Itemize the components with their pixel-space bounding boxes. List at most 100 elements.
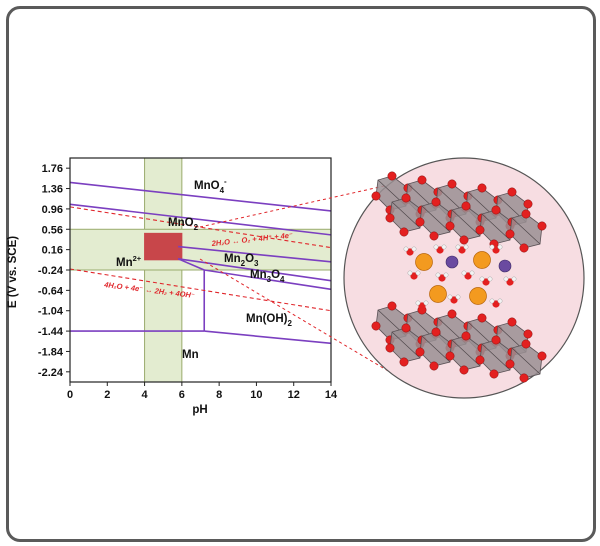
y-tick-label: -1.04 (38, 306, 64, 318)
water-hydrogen (489, 244, 495, 250)
phase-boundary-0 (69, 181, 332, 212)
water-hydrogen (489, 298, 495, 304)
water-hydrogen (415, 300, 421, 306)
oxygen-atom (477, 313, 487, 323)
oxygen-atom (507, 317, 517, 327)
layered-structure-inset (343, 157, 585, 399)
interlayer-cation (429, 285, 447, 303)
oxygen-atom (521, 339, 531, 349)
phase-boundary-1 (69, 203, 332, 236)
water-hydrogen (487, 276, 493, 282)
pourbaix-plot: 0 2 4 6 8 10 12 14 1.76 1.36 0.96 0.56 0.16 -0.24 -0.… (7, 157, 338, 416)
water-oxygen (406, 248, 414, 256)
x-tick-label: 10 (250, 389, 262, 401)
water-oxygen (410, 272, 418, 280)
water-oxygen (458, 246, 466, 254)
water-oxygen (438, 274, 446, 282)
oxygen-atom (429, 231, 439, 241)
water-hydrogen (469, 270, 475, 276)
oxygen-atom (491, 335, 501, 345)
phase-boundary-2 (178, 245, 332, 263)
lower-octahedron-edge (391, 331, 421, 359)
lower-octahedron-edge (421, 335, 451, 363)
oxygen-atom (475, 225, 485, 235)
water-hydrogen (441, 244, 447, 250)
oxygen-atom (387, 171, 397, 181)
oxygen-atom (477, 183, 487, 193)
oxygen-atom (385, 343, 395, 353)
y-tick-label: 1.76 (42, 163, 63, 175)
oxygen-atom (447, 309, 457, 319)
oxygen-atom (445, 351, 455, 361)
oxygen-atom (371, 321, 381, 331)
water-hydrogen (407, 270, 413, 276)
water-line-0 (69, 206, 332, 249)
upper-octahedral-layer (371, 171, 547, 253)
y-tick-label: 1.36 (42, 184, 63, 196)
oxygen-atom (489, 369, 499, 379)
zoom-connector-bottom (199, 258, 401, 379)
lower-octahedron-edge (511, 347, 541, 375)
oxygen-atom (519, 243, 529, 253)
water-hydrogen (435, 272, 441, 278)
y-tick-label: -0.64 (38, 285, 64, 297)
x-tick-label: 4 (142, 389, 149, 401)
interlayer-cation (469, 287, 487, 305)
water-hydrogen (463, 244, 469, 250)
oxygen-atom (523, 329, 533, 339)
water-hydrogen (423, 300, 429, 306)
x-axis-title: pH (192, 404, 207, 416)
label-mn3o4: Mn3O4 (250, 269, 285, 284)
operating-region (144, 232, 183, 261)
oxygen-atom (475, 355, 485, 365)
x-tick-label: 2 (104, 389, 110, 401)
interlayer-anion (498, 259, 512, 273)
oxygen-atom (447, 179, 457, 189)
interlayer-anion (445, 255, 459, 269)
x-tick-label: 6 (179, 389, 185, 401)
lower-octahedral-layer (371, 301, 547, 383)
water-hydrogen (455, 244, 461, 250)
water-oxygen (436, 246, 444, 254)
y-tick-label: -2.24 (38, 367, 64, 379)
y-tick-label: -1.44 (38, 326, 64, 338)
phase-boundary-4 (177, 258, 205, 271)
oxygen-atom (537, 221, 547, 231)
water-hydrogen (503, 276, 509, 282)
water-oxygen (450, 296, 458, 304)
x-tick-label: 14 (325, 389, 338, 401)
interlayer-cation (415, 253, 433, 271)
label-mn: Mn (182, 349, 199, 361)
oxygen-atom (491, 205, 501, 215)
oxygen-atom (519, 373, 529, 383)
oxygen-atom (523, 199, 533, 209)
upper-octahedron-edge (391, 201, 421, 229)
upper-octahedron-edge (451, 209, 481, 237)
oxygen-atom (417, 175, 427, 185)
oxygen-atom (431, 197, 441, 207)
y-axis-title: E (V vs. SCE) (7, 236, 19, 308)
oxygen-atom (399, 227, 409, 237)
water-hydrogen (511, 276, 517, 282)
water-hydrogen (433, 244, 439, 250)
x-axis-ticks: 0 2 4 6 8 10 12 14 (67, 382, 338, 401)
y-tick-label: 0.16 (42, 245, 63, 257)
interlayer-cation (473, 251, 491, 269)
water-oxygen (492, 300, 500, 308)
water-hydrogen (455, 294, 461, 300)
phase-boundaries (69, 181, 332, 345)
y-axis-ticks: 1.76 1.36 0.96 0.56 0.16 -0.24 -0.64 -1.04 -1.44… (38, 163, 70, 379)
y-tick-label: -1.84 (38, 346, 64, 358)
label-mno2: MnO2 (168, 217, 199, 232)
water-hydrogen (497, 298, 503, 304)
label-mno4: MnO4- (194, 177, 227, 195)
oxygen-atom (459, 365, 469, 375)
oxygen-atom (371, 191, 381, 201)
water-line-1 (69, 268, 332, 312)
potential-stability-band (69, 228, 332, 271)
oxygen-atom (461, 331, 471, 341)
water-oxygen (492, 246, 500, 254)
oxygen-atom (459, 235, 469, 245)
lower-octahedron-edge (451, 339, 481, 367)
